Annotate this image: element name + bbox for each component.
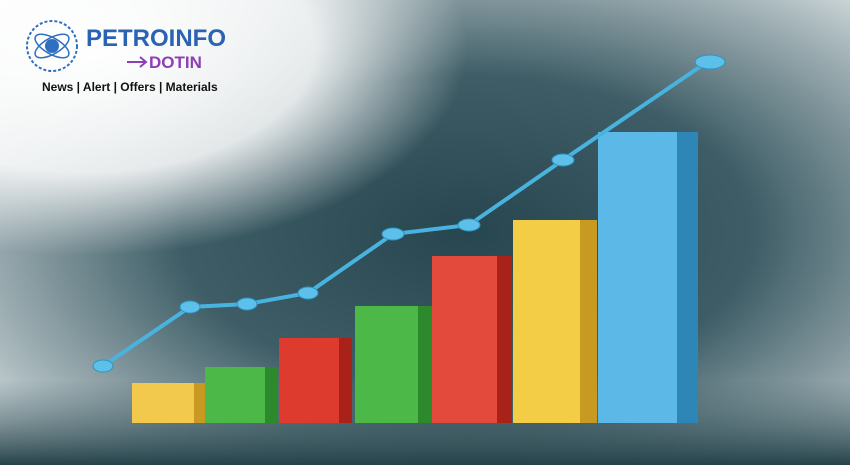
- bar-side: [497, 256, 512, 423]
- bar-side: [194, 383, 205, 423]
- bar-side: [418, 306, 432, 423]
- bar-side: [677, 132, 698, 423]
- bar: [132, 383, 194, 423]
- logo: PETROINFO DOTIN News | Alert | Offers | …: [26, 20, 226, 94]
- logo-arrow: [127, 56, 148, 68]
- point: [92, 359, 114, 373]
- bar: [432, 256, 497, 423]
- bar-side: [580, 220, 597, 423]
- bars: [132, 132, 698, 423]
- logo-orbit: [34, 33, 70, 59]
- logo-orbit: [34, 33, 70, 59]
- bar: [598, 132, 677, 423]
- trend-points: [92, 54, 726, 373]
- bar-side: [265, 367, 278, 423]
- tagline: News | Alert | Offers | Materials: [42, 80, 218, 94]
- logo-sub: DOTIN: [149, 53, 202, 72]
- point: [457, 218, 481, 232]
- bar: [355, 306, 418, 423]
- bar: [513, 220, 580, 423]
- trend-line: [92, 54, 726, 373]
- point: [236, 297, 258, 311]
- point: [551, 153, 575, 167]
- logo-ring: [26, 20, 78, 72]
- point: [297, 286, 319, 300]
- logo-name: PETROINFO: [86, 25, 226, 52]
- point: [381, 227, 405, 241]
- bar: [205, 367, 265, 423]
- logo-core: [45, 39, 59, 53]
- bar: [279, 338, 339, 423]
- bar-side: [339, 338, 352, 423]
- point: [694, 54, 726, 70]
- point: [179, 300, 201, 314]
